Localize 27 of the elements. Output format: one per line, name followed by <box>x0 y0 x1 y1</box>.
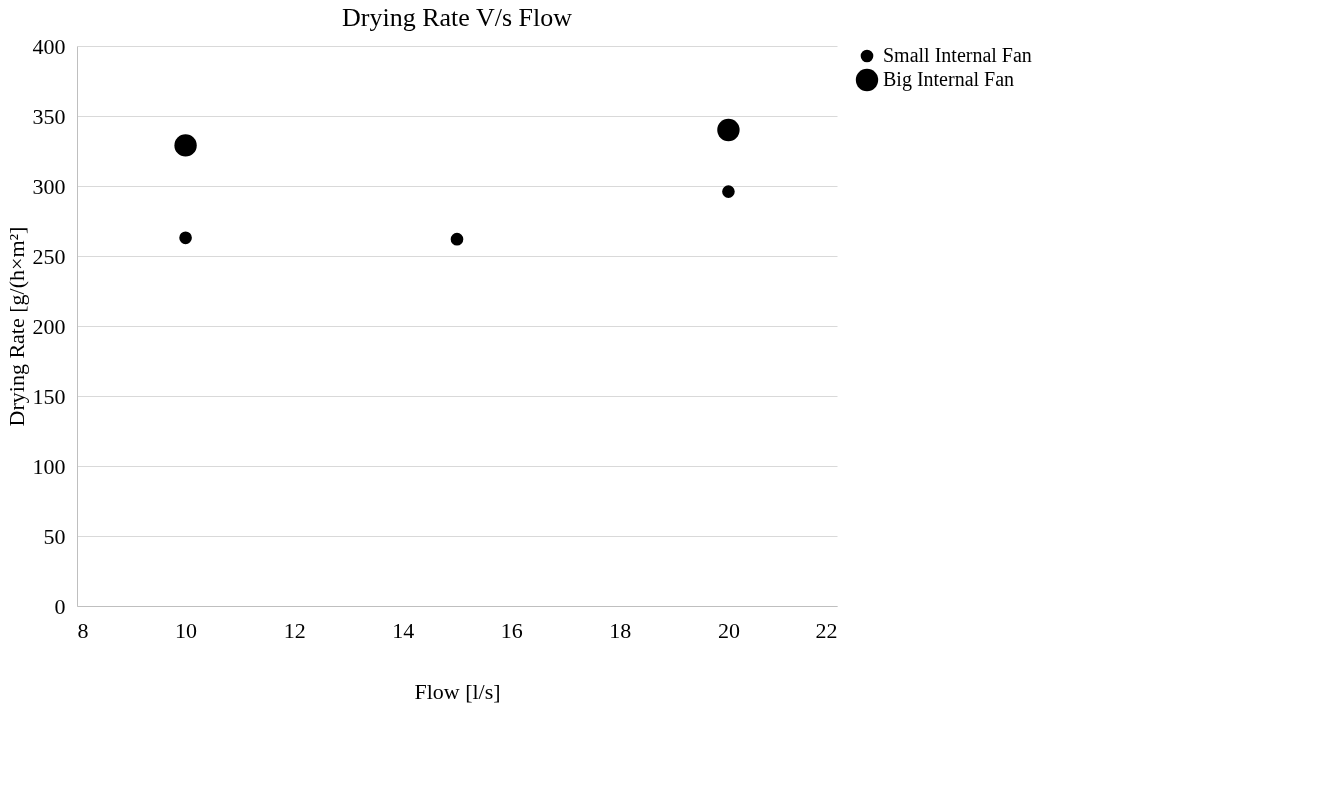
y-tick-label: 300 <box>32 173 66 199</box>
x-tick-label: 10 <box>175 617 198 643</box>
point <box>450 232 464 246</box>
x-tick-label: 16 <box>500 617 523 643</box>
x-tick-label: 8 <box>77 617 89 643</box>
y-tick-label: 100 <box>32 453 66 479</box>
point <box>717 118 740 142</box>
x-tick-label: 14 <box>392 617 415 643</box>
y-tick-label: 250 <box>32 243 66 269</box>
x-tick-label: 18 <box>609 617 632 643</box>
x-tick-label: 22 <box>815 617 838 643</box>
y-tick-label: 200 <box>32 313 66 339</box>
legend-label: Small Internal Fan <box>883 44 1032 66</box>
y-axis-title: Drying Rate [g/(h×m²] <box>3 226 29 427</box>
y-tick-label: 350 <box>32 103 66 129</box>
y-tick-label: 150 <box>32 383 66 409</box>
y-tick-label: 50 <box>43 523 66 549</box>
x-tick-label: 20 <box>717 617 740 643</box>
chart-title: Drying Rate V/s Flow <box>342 3 573 32</box>
legend-label: Big Internal Fan <box>883 68 1015 91</box>
point <box>174 134 197 157</box>
point <box>179 231 192 245</box>
y-tick-label: 0 <box>54 593 66 619</box>
y-tick-label: 400 <box>32 33 66 59</box>
x-tick-label: 12 <box>283 617 306 643</box>
x-axis-title: Flow [l/s] <box>414 678 501 704</box>
point <box>722 185 735 198</box>
